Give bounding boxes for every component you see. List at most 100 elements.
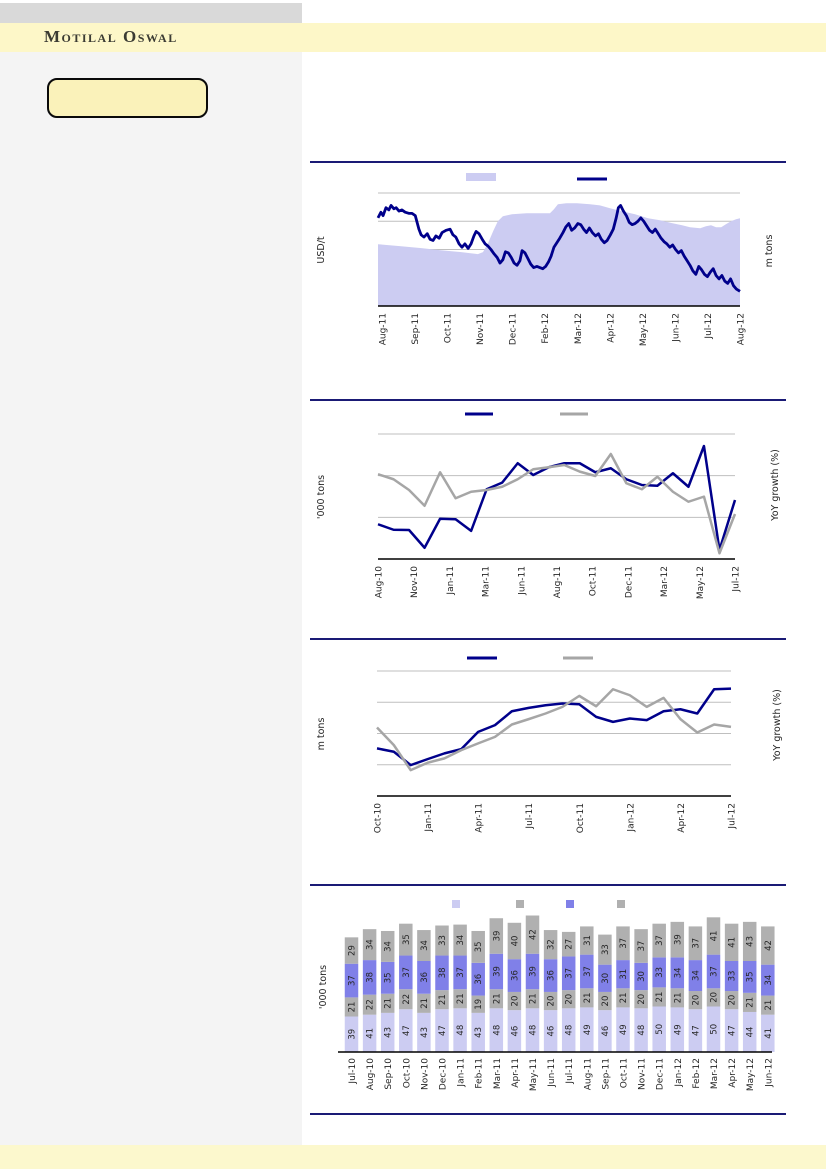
svg-text:Aug-10: Aug-10	[375, 566, 385, 599]
svg-text:34: 34	[420, 940, 430, 951]
svg-text:21: 21	[348, 1002, 358, 1013]
svg-text:Aug-10: Aug-10	[366, 1058, 376, 1091]
svg-text:37: 37	[710, 966, 720, 977]
svg-text:47: 47	[728, 1025, 738, 1036]
svg-text:21: 21	[655, 992, 665, 1003]
svg-text:39: 39	[492, 966, 502, 977]
svg-text:33: 33	[655, 967, 665, 978]
svg-text:20: 20	[710, 992, 720, 1003]
svg-text:38: 38	[366, 972, 376, 983]
svg-text:Jan-11: Jan-11	[446, 566, 456, 596]
svg-text:Nov-10: Nov-10	[420, 1058, 430, 1090]
svg-text:34: 34	[764, 975, 774, 986]
svg-text:30: 30	[601, 973, 611, 984]
svg-text:31: 31	[583, 935, 593, 946]
svg-text:33: 33	[438, 935, 448, 946]
svg-text:May-12: May-12	[639, 313, 649, 346]
svg-text:Nov-11: Nov-11	[476, 313, 486, 345]
svg-text:46: 46	[547, 1026, 557, 1037]
svg-text:Aug-11: Aug-11	[379, 313, 389, 345]
svg-text:Jul-12: Jul-12	[728, 803, 738, 830]
svg-text:Jun-12: Jun-12	[671, 313, 681, 343]
svg-text:34: 34	[384, 941, 394, 952]
svg-text:35: 35	[474, 941, 484, 952]
svg-text:21: 21	[583, 992, 593, 1003]
svg-text:Oct-11: Oct-11	[444, 313, 454, 343]
svg-text:49: 49	[673, 1024, 683, 1035]
svg-text:May-12: May-12	[746, 1058, 756, 1091]
svg-text:47: 47	[691, 1025, 701, 1036]
svg-text:'000 tons: '000 tons	[318, 965, 329, 1009]
svg-text:21: 21	[384, 998, 394, 1009]
svg-text:Apr-11: Apr-11	[475, 803, 485, 833]
svg-text:34: 34	[366, 939, 376, 950]
svg-text:49: 49	[619, 1024, 629, 1035]
section-divider	[310, 161, 786, 163]
svg-text:20: 20	[565, 994, 575, 1005]
svg-text:36: 36	[420, 972, 430, 983]
callout-box	[47, 78, 208, 118]
svg-text:21: 21	[456, 993, 466, 1004]
svg-text:Jan-11: Jan-11	[457, 1058, 467, 1088]
svg-text:Jan-11: Jan-11	[424, 803, 434, 833]
svg-text:37: 37	[691, 938, 701, 949]
svg-text:May-11: May-11	[529, 1058, 539, 1091]
svg-text:Dec-10: Dec-10	[439, 1058, 449, 1090]
price-volume-area-chart: Aug-11 Sep-11 Oct-11 Nov-11 Dec-11 Feb-12 Mar-…	[316, 173, 775, 346]
svg-text:43: 43	[746, 936, 756, 947]
svg-text:36: 36	[474, 974, 484, 985]
svg-text:Dec-11: Dec-11	[509, 313, 519, 345]
svg-text:Apr-12: Apr-12	[606, 313, 616, 343]
svg-text:Oct-10: Oct-10	[374, 803, 384, 834]
svg-text:Apr-12: Apr-12	[677, 803, 687, 833]
svg-text:20: 20	[601, 996, 611, 1007]
svg-text:21: 21	[619, 992, 629, 1003]
svg-text:32: 32	[547, 939, 557, 950]
svg-text:20: 20	[691, 995, 701, 1006]
svg-text:43: 43	[420, 1027, 430, 1038]
svg-text:Nov-10: Nov-10	[410, 566, 420, 598]
svg-text:33: 33	[728, 971, 738, 982]
svg-text:38: 38	[438, 967, 448, 978]
svg-text:20: 20	[510, 996, 520, 1007]
svg-text:37: 37	[402, 967, 412, 978]
svg-text:39: 39	[492, 931, 502, 942]
svg-text:34: 34	[691, 970, 701, 981]
svg-text:42: 42	[529, 929, 539, 940]
svg-text:37: 37	[583, 966, 593, 977]
tonnage-growth-line-chart: Oct-10 Jan-11 Apr-11 Jul-11 Oct-11 Jan-12 Apr-…	[316, 656, 783, 834]
svg-text:50: 50	[655, 1024, 665, 1035]
svg-text:YoY growth (%): YoY growth (%)	[772, 689, 783, 762]
svg-text:Dec-11: Dec-11	[624, 566, 634, 598]
svg-text:Feb-12: Feb-12	[692, 1058, 702, 1089]
svg-text:36: 36	[547, 970, 557, 981]
svg-text:Apr-12: Apr-12	[728, 1058, 738, 1088]
svg-text:48: 48	[492, 1025, 502, 1036]
svg-text:Apr-11: Apr-11	[511, 1058, 521, 1088]
svg-text:Aug-11: Aug-11	[553, 566, 563, 598]
svg-text:48: 48	[637, 1025, 647, 1036]
svg-text:Oct-10: Oct-10	[402, 1058, 412, 1089]
brand-logo-text: Motilal Oswal	[44, 27, 178, 46]
svg-text:Sep-11: Sep-11	[601, 1058, 611, 1090]
svg-text:35: 35	[402, 934, 412, 945]
svg-text:21: 21	[492, 993, 502, 1004]
svg-text:30: 30	[637, 971, 647, 982]
svg-text:m tons: m tons	[764, 235, 775, 268]
svg-text:21: 21	[438, 994, 448, 1005]
svg-text:Sep-11: Sep-11	[411, 313, 421, 345]
svg-text:May-12: May-12	[696, 566, 706, 599]
svg-text:33: 33	[601, 944, 611, 955]
svg-text:Mar-12: Mar-12	[660, 566, 670, 597]
svg-text:Mar-11: Mar-11	[482, 566, 492, 597]
svg-text:37: 37	[637, 941, 647, 952]
svg-text:Jan-12: Jan-12	[626, 803, 636, 833]
monthly-volume-growth-line-chart: Aug-10 Nov-10 Jan-11 Mar-11 Jun-11 Aug-11 Oct-…	[316, 412, 781, 599]
svg-text:Oct-11: Oct-11	[576, 803, 586, 833]
svg-text:Jun-11: Jun-11	[547, 1058, 557, 1088]
section-divider	[310, 638, 786, 640]
svg-text:39: 39	[348, 1029, 358, 1040]
svg-text:46: 46	[601, 1026, 611, 1037]
svg-text:Feb-11: Feb-11	[475, 1058, 485, 1089]
